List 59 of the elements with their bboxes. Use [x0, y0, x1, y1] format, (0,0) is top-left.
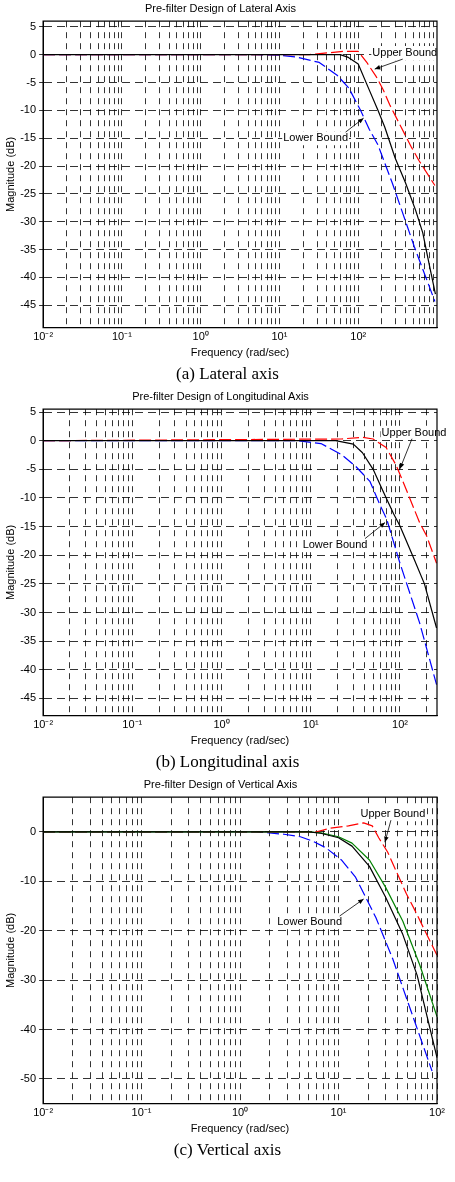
chart-title: Pre-filter Design of Vertical Axis: [143, 777, 298, 790]
annotation: Lower Bound: [277, 915, 343, 928]
y-tick-label: 5: [29, 19, 37, 32]
x-tick-label: 10⁻²: [33, 330, 54, 343]
y-tick-label: -40: [20, 1022, 37, 1035]
y-tick-label: 5: [29, 405, 37, 418]
x-axis-title: Frequency (rad/sec): [190, 1122, 290, 1135]
y-tick-label: -5: [26, 462, 37, 475]
y-axis-title: Magnitude (dB): [3, 136, 16, 213]
x-axis-title: Frequency (rad/sec): [190, 734, 290, 747]
annotation: Lower Bound: [302, 537, 368, 550]
y-axis-title: Magnitude (dB): [3, 912, 16, 989]
y-tick-label: -30: [20, 973, 37, 986]
y-tick-label: -5: [26, 75, 37, 88]
chart-title: Pre-filter Design of Longitudinal Axis: [132, 389, 310, 402]
y-tick-label: -25: [20, 576, 37, 589]
y-axis-title: Magnitude (dB): [3, 524, 16, 601]
y-tick-label: -20: [20, 923, 37, 936]
x-tick-label: 10⁰: [231, 1106, 249, 1119]
y-tick-label: -40: [20, 270, 37, 283]
y-tick-label: -30: [20, 214, 37, 227]
x-tick-label: 10¹: [330, 1106, 347, 1119]
x-tick-label: 10¹: [302, 718, 320, 731]
annotation: Upper Bound: [360, 807, 426, 820]
y-tick-label: -35: [20, 634, 37, 647]
x-tick-label: 10⁰: [213, 718, 230, 731]
chart-title: Pre-filter Design of Lateral Axis: [144, 1, 297, 14]
y-tick-label: -25: [20, 186, 37, 199]
text: (c) Vertical axis: [172, 1139, 283, 1161]
x-tick-label: 10²: [392, 718, 409, 731]
text: (a) Lateral axis: [175, 363, 280, 385]
y-tick-label: -35: [20, 242, 37, 255]
y-tick-label: -50: [20, 1071, 37, 1084]
text: (b) Longitudinal axis: [154, 751, 301, 773]
y-tick-label: 0: [29, 433, 37, 446]
x-tick-label: 10⁻²: [33, 718, 54, 731]
x-tick-label: 10⁻¹: [122, 718, 143, 731]
y-tick-label: -10: [20, 874, 37, 887]
x-tick-label: 10⁻¹: [131, 1106, 152, 1119]
y-tick-label: -45: [20, 691, 37, 704]
y-tick-label: -20: [20, 548, 37, 561]
x-axis-title: Frequency (rad/sec): [190, 346, 290, 359]
annotation: Lower Bound: [283, 131, 349, 144]
y-tick-label: -45: [20, 298, 37, 311]
y-tick-label: -10: [20, 491, 37, 503]
y-tick-label: 0: [29, 47, 37, 60]
y-tick-label: -15: [20, 131, 37, 144]
y-tick-label: -20: [20, 159, 37, 172]
y-tick-label: -30: [20, 605, 37, 618]
x-tick-label: 10²: [350, 330, 367, 343]
y-tick-label: -15: [20, 519, 37, 532]
y-tick-label: 0: [29, 824, 37, 837]
x-tick-label: 10²: [429, 1106, 446, 1119]
y-tick-label: -40: [20, 662, 37, 675]
x-tick-label: 10⁰: [192, 330, 209, 343]
x-tick-label: 10⁻²: [33, 1106, 54, 1119]
x-tick-label: 10¹: [271, 330, 288, 343]
y-tick-label: -10: [20, 103, 37, 116]
x-tick-label: 10⁻¹: [111, 330, 133, 343]
